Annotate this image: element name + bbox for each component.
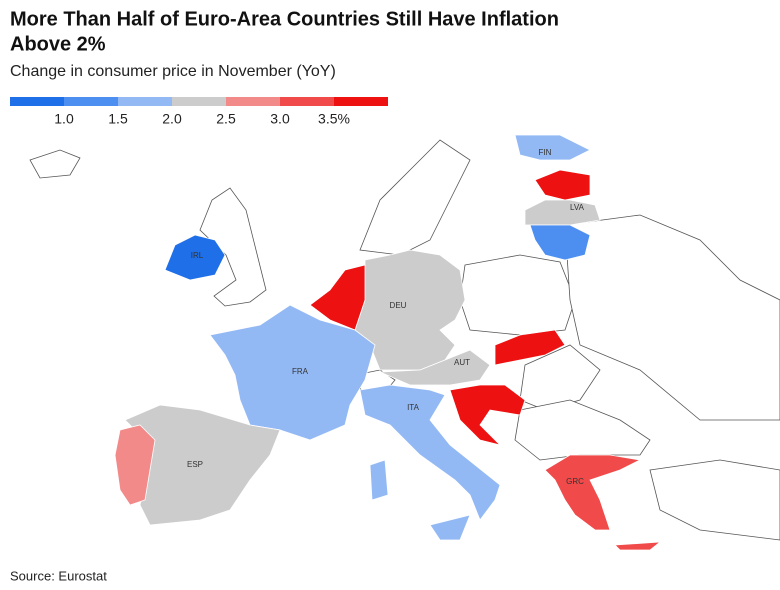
country-label: FRA <box>292 367 309 376</box>
land <box>199 187 267 307</box>
country-label: FIN <box>539 148 552 157</box>
legend-label: 3.5% <box>318 111 350 127</box>
legend-swatch <box>118 97 172 106</box>
region <box>114 424 156 506</box>
country-label: ESP <box>187 460 203 469</box>
region <box>164 234 226 281</box>
country-label: AUT <box>454 358 470 367</box>
land <box>649 459 780 541</box>
land <box>459 254 576 336</box>
regions <box>114 134 662 551</box>
legend-swatch <box>64 97 118 106</box>
region <box>514 134 591 161</box>
legend-label: 1.0 <box>54 111 74 127</box>
legend: 1.0 1.5 2.0 2.5 3.0 3.5% <box>10 97 388 127</box>
land <box>359 139 471 256</box>
country-label: GRC <box>566 477 584 486</box>
legend-swatch <box>280 97 334 106</box>
context-countries <box>29 139 780 541</box>
legend-swatch <box>334 97 388 106</box>
country-labels: FIN LVA IRL DEU FRA AUT ITA ESP GRC <box>187 148 585 486</box>
legend-swatch <box>226 97 280 106</box>
legend-label: 1.5 <box>108 111 128 127</box>
country-label: IRL <box>191 251 204 260</box>
legend-label: 2.0 <box>162 111 182 127</box>
region <box>449 384 526 446</box>
region <box>379 349 491 386</box>
legend-label: 3.0 <box>270 111 290 127</box>
legend-label: 2.5 <box>216 111 236 127</box>
source: Source: Eurostat <box>10 568 107 583</box>
subtitle: Change in consumer price in November (Yo… <box>10 63 336 80</box>
land <box>564 214 780 421</box>
region <box>529 224 591 261</box>
region <box>544 454 642 531</box>
region <box>614 541 662 551</box>
region <box>309 264 366 331</box>
region <box>534 169 591 201</box>
region <box>429 514 471 541</box>
land <box>29 149 81 179</box>
region <box>494 329 566 366</box>
region <box>209 304 376 441</box>
title: Above 2% <box>10 33 106 55</box>
legend-swatch <box>172 97 226 106</box>
country-label: LVA <box>570 203 585 212</box>
region <box>359 384 501 521</box>
region <box>369 459 389 501</box>
land <box>514 399 651 461</box>
title: More Than Half of Euro-Area Countries St… <box>10 8 559 30</box>
country-label: ITA <box>407 403 420 412</box>
legend-swatch <box>10 97 64 106</box>
country-label: DEU <box>390 301 407 310</box>
region <box>524 199 601 226</box>
